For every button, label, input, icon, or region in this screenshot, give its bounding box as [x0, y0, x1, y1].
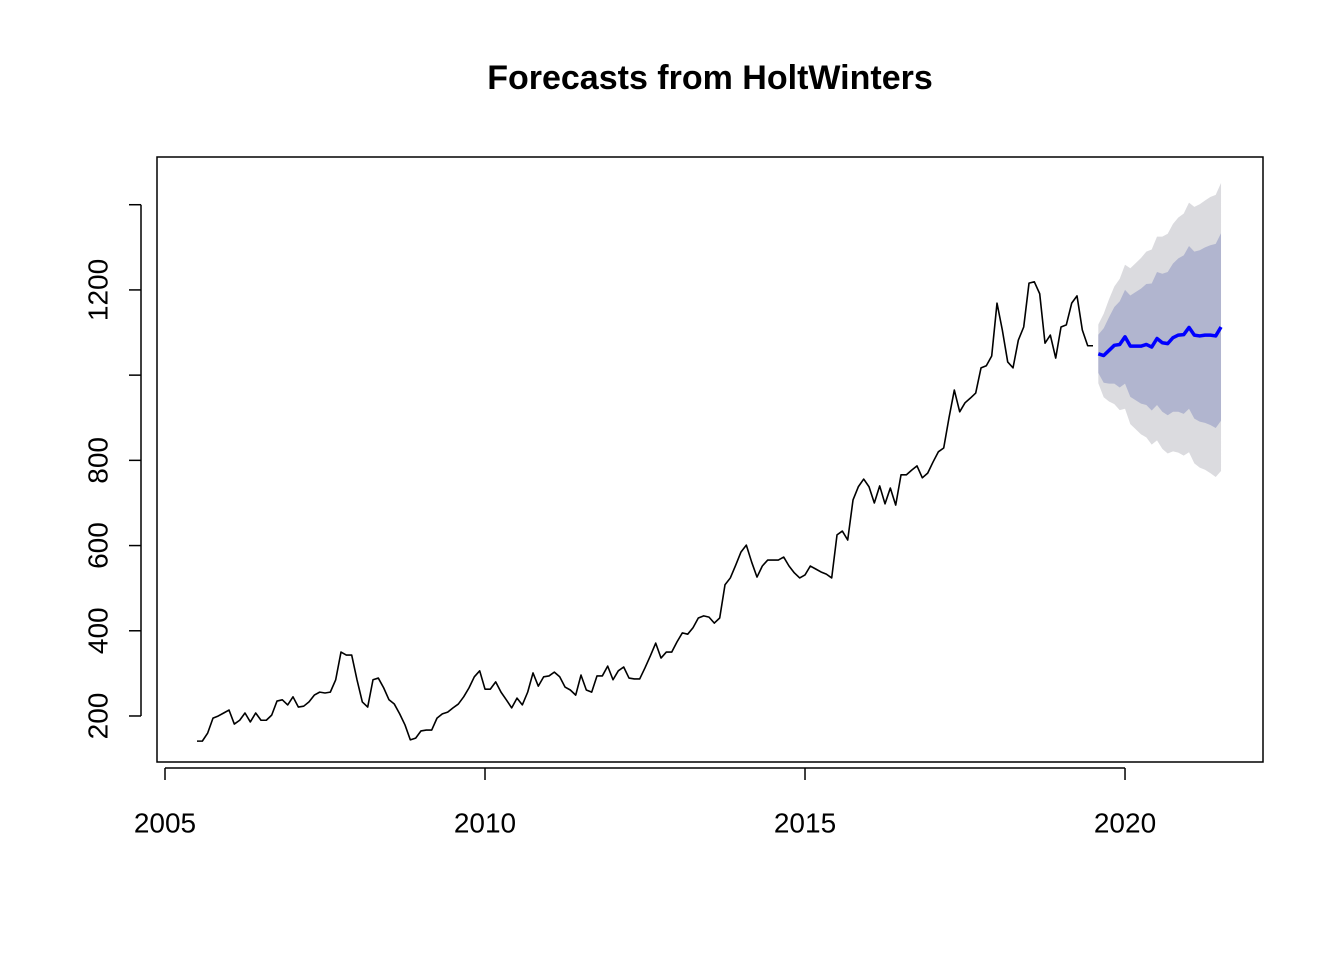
x-tick-label: 2005 — [134, 807, 196, 838]
x-tick-label: 2015 — [774, 807, 836, 838]
y-tick-label: 600 — [82, 522, 113, 569]
chart-title: Forecasts from HoltWinters — [487, 59, 933, 97]
y-tick-label: 400 — [82, 607, 113, 654]
x-tick-label: 2010 — [454, 807, 516, 838]
prediction-interval — [1098, 233, 1222, 428]
y-tick-label: 800 — [82, 437, 113, 484]
x-tick-label: 2020 — [1094, 807, 1156, 838]
y-tick-label: 1200 — [82, 259, 113, 321]
history-line — [197, 281, 1094, 742]
y-tick-label: 200 — [82, 693, 113, 740]
plot-frame — [156, 156, 1264, 763]
forecast-line — [1097, 325, 1223, 358]
